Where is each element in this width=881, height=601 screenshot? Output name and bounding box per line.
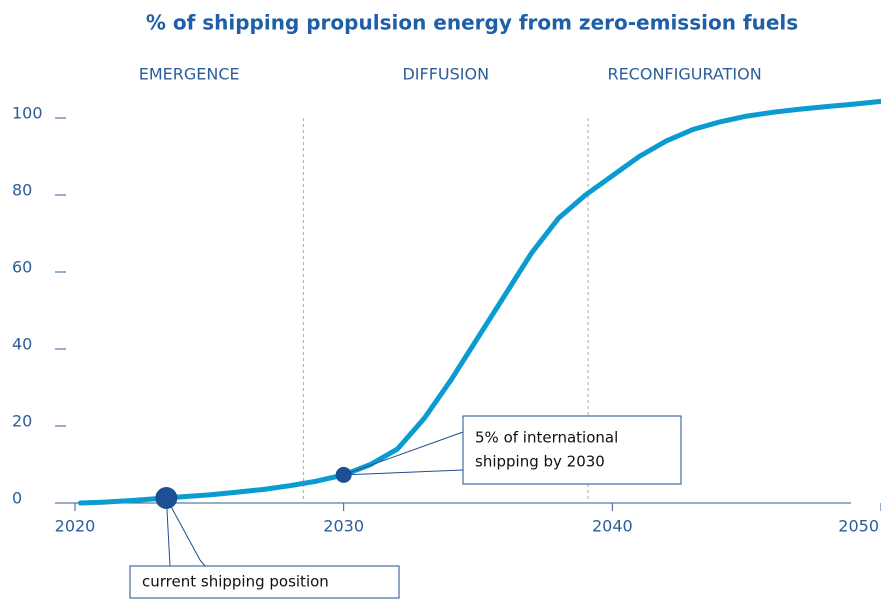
marker — [155, 486, 178, 509]
y-tick-label: 80 — [12, 181, 32, 200]
leader-line — [199, 559, 206, 567]
x-tick-label: 2040 — [592, 517, 633, 536]
leader-line — [343, 431, 464, 476]
leader-line — [165, 497, 171, 567]
leader-line — [343, 469, 464, 476]
annotation-text: 5% of international — [475, 429, 618, 447]
leader-line — [165, 497, 201, 561]
line — [77, 98, 881, 506]
annotation-text: shipping by 2030 — [475, 453, 605, 471]
annotation-box — [129, 565, 400, 599]
y-tick-label: 100 — [12, 104, 43, 123]
x-tick-label: 2050 — [838, 517, 879, 536]
phase-label: EMERGENCE — [139, 65, 240, 84]
x-tick-label: 2020 — [55, 517, 96, 536]
annotation-box — [462, 415, 682, 485]
phase-label: DIFFUSION — [402, 65, 489, 84]
y-tick-label: 60 — [12, 258, 32, 277]
chart-title: % of shipping propulsion energy from zer… — [146, 11, 798, 35]
phase-label: RECONFIGURATION — [607, 65, 761, 84]
y-tick-label: 0 — [12, 489, 22, 508]
x-tick-label: 2030 — [323, 517, 364, 536]
marker — [335, 466, 352, 483]
y-tick-label: 40 — [12, 335, 32, 354]
annotation-text: current shipping position — [142, 573, 329, 591]
y-tick-label: 20 — [12, 412, 32, 431]
